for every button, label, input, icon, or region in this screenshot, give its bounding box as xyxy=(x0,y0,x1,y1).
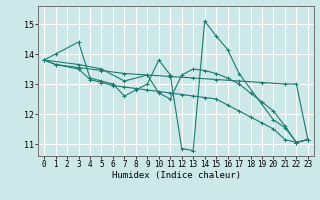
X-axis label: Humidex (Indice chaleur): Humidex (Indice chaleur) xyxy=(111,171,241,180)
